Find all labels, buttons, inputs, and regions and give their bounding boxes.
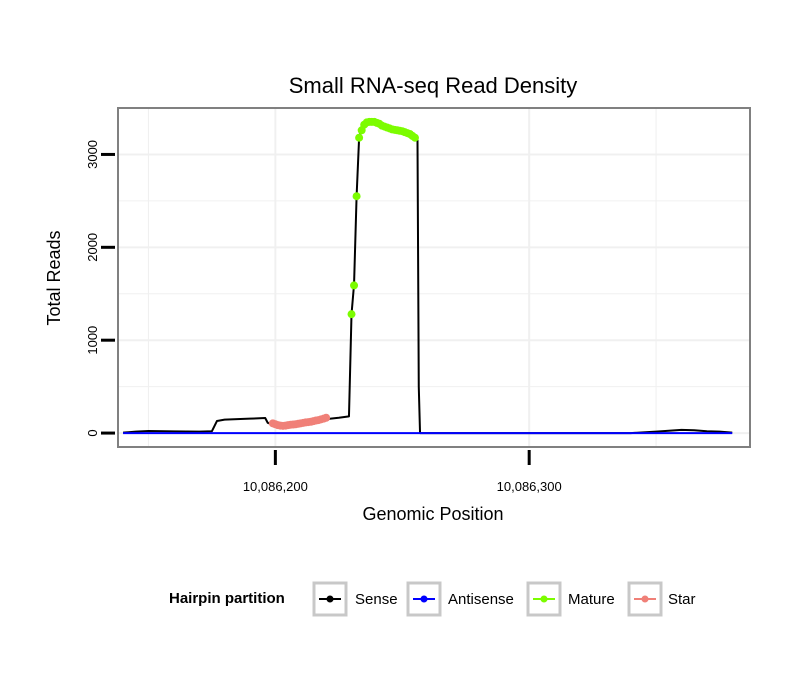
y-axis: 0 1000 2000 3000 <box>85 140 115 437</box>
legend-item-sense: Sense <box>312 581 398 617</box>
x-axis-title: Genomic Position <box>362 504 503 524</box>
legend-label-sense: Sense <box>355 591 398 608</box>
data-point-star <box>322 413 331 422</box>
legend-item-antisense: Antisense <box>406 581 514 617</box>
legend-item-star: Star <box>627 581 696 617</box>
data-point-mature <box>347 310 356 319</box>
y-tick-label: 3000 <box>85 140 100 169</box>
data-point-mature <box>410 133 419 142</box>
data-point-mature <box>350 281 359 290</box>
y-axis-title: Total Reads <box>44 230 64 325</box>
grid <box>119 109 749 446</box>
legend-label-star: Star <box>668 591 696 608</box>
legend-entries: Sense Antisense Mature Star <box>312 581 696 617</box>
y-tick-label: 2000 <box>85 233 100 262</box>
plot-area <box>117 107 751 448</box>
plot-background <box>117 107 751 448</box>
legend-key-point <box>420 595 428 603</box>
legend-key-point <box>641 595 649 603</box>
legend-key-point <box>540 595 548 603</box>
legend-title: Hairpin partition <box>169 590 285 607</box>
x-tick-label: 10,086,200 <box>243 479 308 494</box>
y-tick-label: 1000 <box>85 326 100 355</box>
x-tick-label: 10,086,300 <box>497 479 562 494</box>
legend-label-mature: Mature <box>568 591 615 608</box>
y-tick-label: 0 <box>85 429 100 436</box>
series-layer <box>123 117 733 435</box>
legend-label-antisense: Antisense <box>448 591 514 608</box>
legend: Hairpin partition Sense Antisense Mature St… <box>169 581 696 617</box>
data-point-mature <box>355 133 364 142</box>
legend-key-point <box>326 595 334 603</box>
legend-item-mature: Mature <box>526 581 615 617</box>
data-point-mature <box>352 192 361 201</box>
x-axis: 10,086,200 10,086,300 <box>243 450 562 494</box>
chart-title: Small RNA-seq Read Density <box>289 73 578 98</box>
